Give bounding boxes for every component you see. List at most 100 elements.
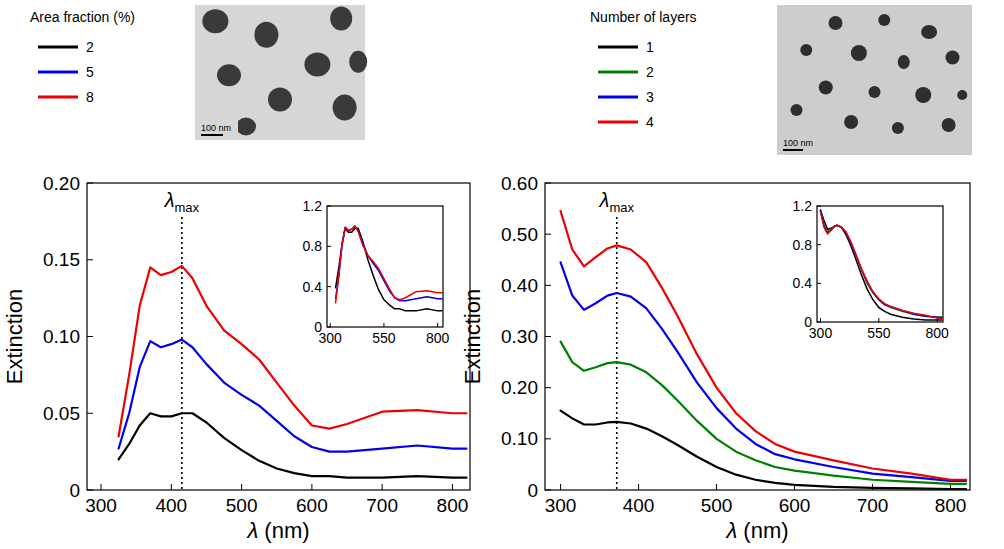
y-tick xyxy=(545,336,551,337)
x-tick xyxy=(330,323,331,327)
y-tick xyxy=(545,387,551,388)
y-tick-label: 0 xyxy=(314,319,322,335)
y-tick-label: 0.50 xyxy=(501,224,538,245)
tem-particle xyxy=(330,7,352,31)
x-tick xyxy=(638,484,639,490)
series-line xyxy=(119,340,467,452)
plot-background xyxy=(327,206,443,327)
legend-label: 2 xyxy=(646,64,654,80)
tem-background xyxy=(195,5,365,140)
y-tick-label: 1.2 xyxy=(793,198,813,214)
tem-particle xyxy=(268,88,292,112)
x-tick xyxy=(311,484,312,490)
x-axis-label-rest: (nm) xyxy=(737,518,788,543)
y-tick-label: 0.05 xyxy=(43,403,80,424)
plot-frame xyxy=(87,183,470,490)
x-tick-label: 400 xyxy=(155,495,187,516)
x-tick-label: 500 xyxy=(701,495,733,516)
y-tick xyxy=(327,286,331,287)
y-tick xyxy=(327,246,331,247)
x-tick xyxy=(101,484,102,490)
y-tick-label: 0.20 xyxy=(43,173,80,194)
x-tick-label: 300 xyxy=(809,325,833,341)
y-axis-label: Extinction xyxy=(2,289,27,384)
series-line xyxy=(561,342,967,484)
tem-particle xyxy=(217,64,241,86)
y-tick-label: 0 xyxy=(804,314,812,330)
x-axis-label-rest: (nm) xyxy=(258,518,309,543)
tem-particle xyxy=(819,81,833,95)
x-axis-label: λ (nm) xyxy=(725,518,788,543)
lambda-symbol: λ xyxy=(164,189,175,211)
y-tick xyxy=(87,413,93,414)
scale-bar-label: 100 nm xyxy=(201,123,231,133)
x-tick-label: 550 xyxy=(372,330,396,346)
legend-label: 5 xyxy=(86,64,94,80)
x-tick xyxy=(171,484,172,490)
scale-bar-label: 100 nm xyxy=(783,138,813,148)
tem-particle xyxy=(915,87,931,103)
tem-particle xyxy=(236,118,256,136)
chart: 30040050060070080000.050.100.150.20λmaxλ… xyxy=(2,5,470,543)
x-tick-label: 550 xyxy=(867,325,891,341)
series-line xyxy=(821,210,942,317)
tem-image: 100 nm xyxy=(195,5,367,140)
lambda-max-line xyxy=(181,217,183,490)
legend-swatch xyxy=(38,71,78,74)
y-tick-label: 1.2 xyxy=(303,198,323,214)
legend-title: Area fraction (%) xyxy=(30,9,135,25)
x-tick xyxy=(878,318,879,322)
x-tick xyxy=(820,318,821,322)
x-axis-label-symbol: λ xyxy=(246,518,258,543)
x-tick-label: 800 xyxy=(925,325,949,341)
scale-bar xyxy=(201,134,223,136)
legend-label: 4 xyxy=(646,114,654,130)
y-tick-label: 0.10 xyxy=(43,326,80,347)
x-tick-label: 600 xyxy=(779,495,811,516)
plot-background xyxy=(545,183,970,490)
plot-frame xyxy=(817,206,943,322)
tem-particle xyxy=(892,122,904,134)
tem-particle xyxy=(957,90,967,100)
plot-frame xyxy=(545,183,970,490)
x-tick-label: 700 xyxy=(366,495,398,516)
tem-particle xyxy=(869,86,881,98)
y-tick-label: 0 xyxy=(69,480,80,501)
y-tick-label: 0.10 xyxy=(501,428,538,449)
plot-background xyxy=(87,183,470,490)
scale-bar xyxy=(783,149,803,151)
x-tick-label: 600 xyxy=(296,495,328,516)
tem-particle xyxy=(921,25,937,39)
legend-label: 1 xyxy=(646,39,654,55)
plot-frame xyxy=(327,206,443,327)
lambda-max-line xyxy=(616,217,618,490)
y-tick xyxy=(545,285,551,286)
y-tick-label: 0.40 xyxy=(501,275,538,296)
x-tick xyxy=(560,484,561,490)
tem-particle xyxy=(898,55,910,69)
plot-background xyxy=(817,206,943,322)
chart: 30040050060070080000.100.200.300.400.500… xyxy=(460,5,972,543)
x-tick-label: 300 xyxy=(85,495,117,516)
series-line xyxy=(336,226,442,303)
x-tick xyxy=(437,323,438,327)
tem-particle xyxy=(202,9,228,33)
lambda-subscript: max xyxy=(175,200,200,215)
y-tick-label: 0 xyxy=(527,480,538,501)
x-tick xyxy=(452,484,453,490)
tem-particle xyxy=(878,14,890,26)
lambda-symbol: λ xyxy=(599,189,610,211)
y-tick-label: 0.4 xyxy=(793,275,813,291)
x-tick-label: 800 xyxy=(935,495,967,516)
y-tick xyxy=(87,336,93,337)
y-tick-label: 0.30 xyxy=(501,326,538,347)
tem-particle xyxy=(851,45,867,61)
x-tick-label: 300 xyxy=(319,330,343,346)
lambda-max-label: λmax xyxy=(164,189,200,215)
tem-particle xyxy=(844,115,858,129)
tem-particle xyxy=(349,51,367,73)
series-line xyxy=(336,228,442,311)
tem-particle xyxy=(254,22,278,48)
x-tick-label: 500 xyxy=(226,495,258,516)
y-tick-label: 0.8 xyxy=(303,238,323,254)
